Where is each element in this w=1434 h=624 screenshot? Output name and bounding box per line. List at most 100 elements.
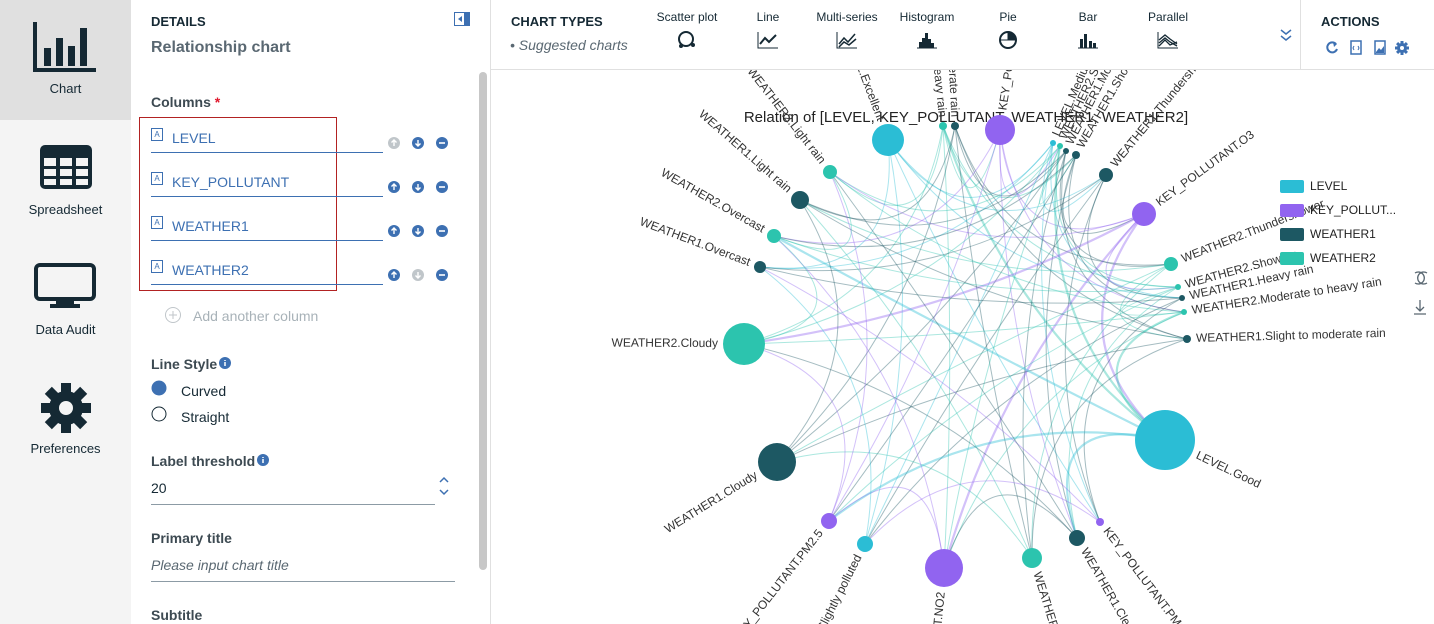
gear-icon bbox=[41, 383, 91, 433]
link bbox=[1101, 213, 1166, 441]
node bbox=[1057, 143, 1063, 149]
spinner[interactable] bbox=[437, 474, 451, 498]
column-field[interactable]: A KEY_POLLUTANT bbox=[151, 162, 383, 197]
threshold-input[interactable]: 20 bbox=[151, 480, 435, 505]
chart-type-icon[interactable] bbox=[996, 30, 1020, 52]
link bbox=[943, 494, 1078, 569]
chart-area: Relation of [LEVEL, KEY_POLLUTANT, WEATH… bbox=[611, 70, 1428, 624]
nav-preferences[interactable]: Preferences bbox=[0, 360, 131, 480]
expand-icon[interactable] bbox=[1279, 28, 1293, 42]
node bbox=[1069, 530, 1085, 546]
link bbox=[943, 311, 1185, 569]
chart-type-icon[interactable] bbox=[1076, 30, 1100, 52]
link bbox=[864, 480, 1101, 545]
link bbox=[1042, 142, 1107, 212]
node-label: WEATHER2.Thundershower bbox=[1179, 196, 1326, 265]
link bbox=[864, 139, 903, 545]
column-name: KEY_POLLUTANT bbox=[172, 174, 290, 190]
link bbox=[1054, 145, 1166, 441]
node-label: KEY_POLLUTANT.O3 bbox=[1153, 127, 1257, 209]
scrollbar[interactable] bbox=[479, 72, 487, 570]
link bbox=[1031, 338, 1188, 559]
chart-type-label[interactable]: Line bbox=[756, 10, 780, 24]
nav-chart[interactable]: Chart bbox=[0, 0, 131, 120]
type-icon: A bbox=[151, 216, 163, 229]
link bbox=[1050, 142, 1183, 299]
chart-type-icon[interactable] bbox=[1156, 30, 1180, 52]
nav-data-audit[interactable]: Data Audit bbox=[0, 240, 131, 360]
chart-type-label[interactable]: Multi-series bbox=[816, 10, 878, 24]
threshold-label: Label threshold bbox=[151, 453, 256, 469]
info-icon[interactable] bbox=[219, 357, 231, 369]
chart-type-label[interactable]: Scatter plot bbox=[656, 10, 718, 24]
link bbox=[759, 266, 1101, 523]
link bbox=[864, 297, 1183, 545]
column-field[interactable]: A WEATHER2 bbox=[151, 250, 383, 285]
required-mark: * bbox=[214, 94, 221, 110]
node-label: WEATHER2.Overcast bbox=[659, 165, 768, 235]
node-label: LEVEL.Good bbox=[1194, 448, 1263, 491]
node bbox=[767, 229, 781, 243]
info-icon[interactable] bbox=[257, 454, 269, 466]
link bbox=[1064, 174, 1107, 523]
add-icon[interactable] bbox=[164, 306, 182, 324]
column-field[interactable]: A WEATHER1 bbox=[151, 206, 383, 241]
nav-label: Chart bbox=[49, 81, 82, 96]
node bbox=[939, 122, 947, 130]
link bbox=[942, 125, 1077, 198]
link bbox=[1055, 145, 1179, 288]
link bbox=[773, 129, 1001, 244]
chart-type-icon[interactable] bbox=[835, 30, 859, 52]
row-controls[interactable] bbox=[387, 136, 451, 150]
action-icons[interactable] bbox=[1325, 40, 1415, 56]
type-icon: A bbox=[151, 260, 163, 273]
chart-type-label[interactable]: Pie bbox=[999, 10, 1017, 24]
link bbox=[759, 142, 1054, 269]
radio-selected[interactable] bbox=[151, 380, 167, 396]
link bbox=[773, 235, 1179, 293]
toolbar: CHART TYPES • Suggested charts Scatter p… bbox=[491, 0, 1434, 70]
node-label: WEATHER2.Clear bbox=[1031, 570, 1073, 624]
radio-unselected[interactable] bbox=[151, 406, 167, 422]
link bbox=[1041, 142, 1101, 523]
link bbox=[1062, 154, 1145, 235]
node bbox=[1099, 168, 1113, 182]
node bbox=[1132, 202, 1156, 226]
chart-type-icon[interactable] bbox=[756, 30, 780, 52]
node bbox=[821, 513, 837, 529]
chart-type-label[interactable]: Histogram bbox=[899, 10, 955, 24]
node-label: WEATHER1.Overcast bbox=[638, 214, 753, 269]
collapse-icon[interactable] bbox=[454, 12, 470, 26]
chart-type-icon[interactable] bbox=[915, 30, 939, 52]
link bbox=[776, 338, 1188, 463]
node bbox=[1050, 140, 1056, 146]
node-label: KEY_POLLUTANT.SO2 bbox=[995, 70, 1029, 111]
details-heading: DETAILS bbox=[151, 14, 206, 29]
row-controls[interactable] bbox=[387, 268, 451, 282]
primary-title-label: Primary title bbox=[151, 530, 232, 546]
link bbox=[743, 145, 1061, 345]
node bbox=[1096, 518, 1104, 526]
legend-label: LEVEL bbox=[1310, 179, 1348, 193]
node bbox=[1183, 335, 1191, 343]
chart-type-icon[interactable] bbox=[675, 30, 699, 52]
link bbox=[941, 125, 1166, 441]
chart-type-label[interactable]: Bar bbox=[1078, 10, 1098, 24]
link bbox=[776, 451, 1033, 559]
link bbox=[1068, 286, 1179, 539]
add-column[interactable]: Add another column bbox=[193, 308, 319, 324]
divider bbox=[1300, 0, 1301, 69]
link bbox=[1119, 263, 1188, 340]
link bbox=[828, 154, 1077, 522]
primary-title-input[interactable]: Please input chart title bbox=[151, 557, 455, 582]
node-label: KEY_POLLUTANT.PM2.5 bbox=[731, 526, 826, 624]
link bbox=[942, 125, 1179, 288]
column-field[interactable]: A LEVEL bbox=[151, 118, 383, 153]
row-controls[interactable] bbox=[387, 180, 451, 194]
chart-type-label[interactable]: Parallel bbox=[1147, 10, 1189, 24]
row-controls[interactable] bbox=[387, 224, 451, 238]
link bbox=[1105, 213, 1179, 290]
nav-spreadsheet[interactable]: Spreadsheet bbox=[0, 120, 131, 240]
side-tools[interactable] bbox=[1414, 271, 1428, 315]
